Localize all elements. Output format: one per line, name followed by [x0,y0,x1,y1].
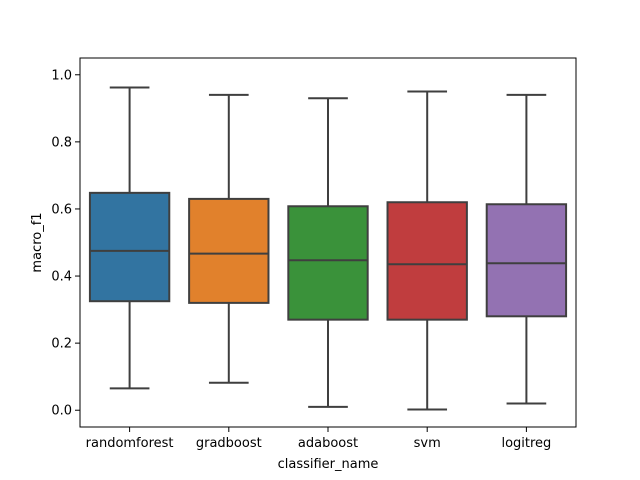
y-tick-label: 1.0 [51,68,72,83]
y-tick-label: 0.4 [51,270,72,285]
x-tick-label-adaboost: adaboost [298,436,358,451]
iqr-box [386,201,468,321]
iqr-box [188,197,270,304]
x-tick-label-logitreg: logitreg [501,436,551,451]
y-tick-label: 0.0 [51,404,72,419]
box-logitreg [485,93,568,405]
y-tick-label: 0.8 [51,135,72,150]
x-tick-label-randomforest: randomforest [86,436,174,451]
iqr-box [88,191,171,303]
x-axis-label: classifier_name [278,457,379,472]
y-tick-label: 0.6 [51,202,72,217]
x-tick-label-gradboost: gradboost [196,436,262,451]
iqr-box [485,203,568,318]
plot-frame [79,57,577,428]
box-gradboost [188,93,270,384]
iqr-box [287,205,369,321]
y-axis: 0.0 0.2 0.4 0.6 0.8 1.0 [51,68,80,419]
x-axis: randomforest gradboost adaboost svm logitreg [86,427,551,451]
x-tick-label-svm: svm [414,436,441,451]
box-randomforest [88,86,171,390]
box-svm [386,90,468,411]
box-adaboost [287,97,369,408]
y-tick-label: 0.2 [51,337,72,352]
y-axis-label: macro_f1 [30,212,45,272]
boxes-group [88,86,568,411]
